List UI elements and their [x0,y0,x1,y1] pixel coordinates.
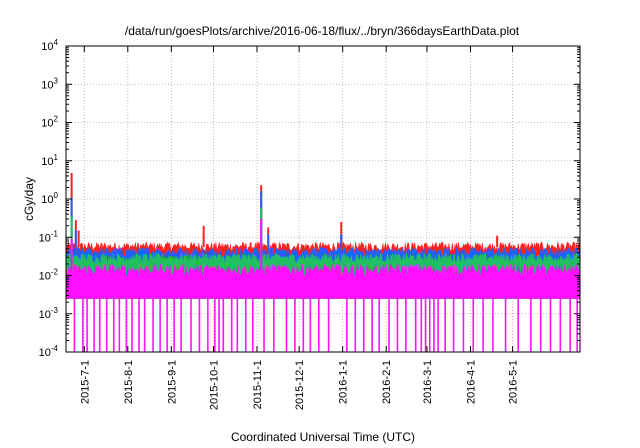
y-tick-label: 102 [41,115,58,130]
y-axis-label: cGy/day [22,177,36,221]
series-group [65,172,581,352]
x-tick-label: 2015-7-1 [79,360,91,404]
x-tick-label: 2016-3-1 [422,360,434,404]
chart-title: /data/run/goesPlots/archive/2016-06-18/f… [125,24,520,38]
x-tick-label: 2015-12-1 [294,360,306,410]
y-tick-label: 104 [41,38,58,53]
y-tick-label: 10-1 [39,229,59,244]
grid [66,46,580,352]
y-axis: 10-4 10-3 10-2 10-1 100 101 102 103 104 [39,38,580,359]
x-axis: 2015-7-1 2015-8-1 2015-9-1 2015-10-1 2015-11… [79,46,520,410]
x-tick-label: 2015-10-1 [208,360,220,410]
y-tick-label: 101 [41,153,58,168]
x-tick-label: 2015-8-1 [123,360,135,404]
x-tick-label: 2016-1-1 [338,360,350,404]
x-tick-label: 2016-4-1 [465,360,477,404]
x-tick-label: 2015-11-1 [252,360,264,409]
x-tick-label: 2016-2-1 [381,360,393,404]
y-tick-label: 10-2 [39,268,59,283]
y-tick-label: 100 [41,191,58,206]
x-tick-label: 2016-5-1 [508,360,520,404]
x-tick-label: 2015-9-1 [166,360,178,404]
y-tick-label: 10-3 [39,306,59,321]
y-tick-label: 103 [41,76,58,91]
y-tick-label: 10-4 [39,344,59,359]
x-axis-label: Coordinated Universal Time (UTC) [231,430,415,444]
